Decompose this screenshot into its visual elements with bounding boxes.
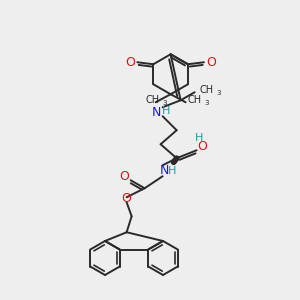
Text: O: O xyxy=(122,192,132,205)
Text: CH: CH xyxy=(188,95,202,105)
Text: H: H xyxy=(161,106,170,116)
Text: O: O xyxy=(198,140,208,153)
Text: O: O xyxy=(206,56,216,69)
Text: CH: CH xyxy=(146,95,160,105)
Text: H: H xyxy=(167,166,176,176)
Text: 3: 3 xyxy=(162,100,167,106)
Text: N: N xyxy=(160,164,169,177)
Text: O: O xyxy=(120,170,130,183)
Text: 3: 3 xyxy=(204,100,209,106)
Text: CH: CH xyxy=(200,85,214,95)
Text: H: H xyxy=(194,133,203,143)
Text: O: O xyxy=(125,56,135,69)
Text: N: N xyxy=(152,106,161,119)
Text: 3: 3 xyxy=(216,90,221,96)
